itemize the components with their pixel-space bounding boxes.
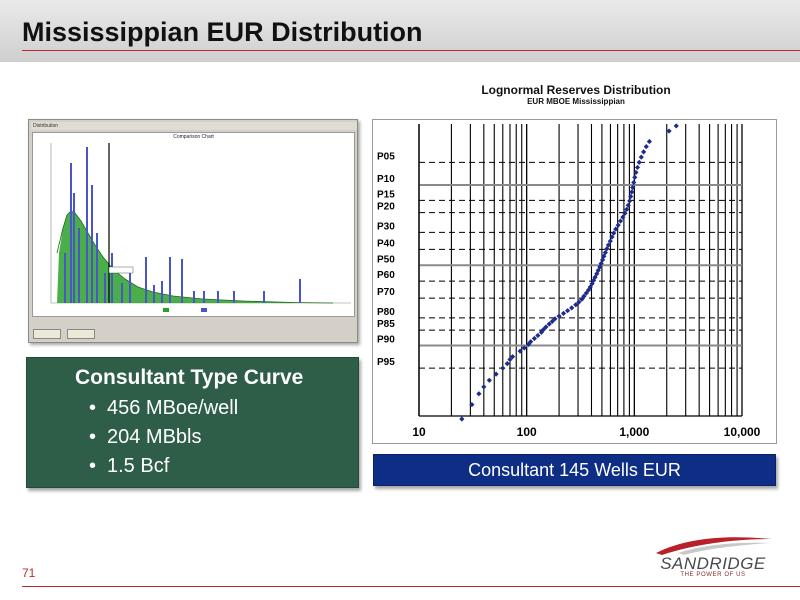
- data-point: [634, 164, 641, 171]
- y-tick-label: P10: [377, 174, 395, 185]
- data-point: [469, 401, 475, 408]
- data-point: [607, 238, 613, 244]
- list-item-text: 456 MBoe/well: [107, 397, 239, 419]
- list-item-text: 1.5 Bcf: [107, 455, 170, 477]
- data-point: [630, 184, 636, 191]
- data-point: [605, 242, 612, 248]
- data-point: [481, 384, 487, 390]
- thumbnail-buttons: [33, 326, 101, 344]
- data-point: [636, 159, 642, 165]
- data-point: [459, 416, 465, 422]
- data-point: [611, 230, 617, 236]
- type-curve-list: • 456 MBoe/well • 204 MBbls • 1.5 Bcf: [89, 394, 238, 481]
- data-point: [581, 293, 587, 299]
- data-point: [641, 149, 647, 155]
- bullet-icon: •: [89, 455, 97, 477]
- footer-divider: [22, 586, 800, 587]
- bullet-icon: •: [89, 397, 97, 419]
- type-curve-summary: Consultant Type Curve • 456 MBoe/well • 20…: [26, 357, 359, 488]
- chart-subtitle: EUR MBOE Mississippian: [527, 97, 625, 106]
- data-point: [646, 138, 652, 145]
- data-point: [673, 123, 679, 129]
- window-title: Distribution: [31, 122, 357, 130]
- chart-caption: Consultant 145 Wells EUR: [373, 454, 776, 486]
- list-item: • 1.5 Bcf: [89, 452, 238, 481]
- data-point: [631, 179, 637, 186]
- y-tick-label: P60: [377, 270, 395, 281]
- data-point: [535, 332, 541, 339]
- logo-wordmark: SANDRIDGE: [660, 554, 766, 573]
- data-point: [599, 257, 606, 263]
- data-point: [531, 335, 538, 342]
- data-point: [500, 365, 506, 371]
- data-point: [632, 174, 638, 180]
- data-point: [609, 234, 615, 240]
- comparison-chart-plot: Comparison Chart: [32, 132, 355, 317]
- comparison-chart-screenshot: Distribution Comparison Chart: [28, 119, 358, 343]
- title-bar: Mississippian EUR Distribution: [0, 0, 800, 62]
- list-item: • 456 MBoe/well: [89, 394, 238, 423]
- y-tick-label: P30: [377, 221, 395, 232]
- data-point: [543, 324, 549, 330]
- histogram-graphic: [50, 143, 351, 312]
- data-point: [576, 299, 582, 305]
- data-point: [643, 144, 649, 150]
- y-tick-label: P20: [377, 202, 395, 213]
- page-title: Mississippian EUR Distribution: [22, 17, 423, 47]
- title-divider: [22, 50, 800, 51]
- x-tick-label: 10,000: [724, 425, 761, 439]
- data-point: [633, 169, 639, 176]
- x-tick-label: 10: [412, 425, 426, 439]
- thumbnail-button-right: [67, 329, 95, 339]
- y-tick-label: P70: [377, 287, 395, 298]
- data-point: [613, 226, 619, 232]
- comparison-chart-title: Comparison Chart: [173, 134, 214, 140]
- list-item-text: 204 MBbls: [107, 426, 202, 448]
- x-tick-label: 1,000: [619, 425, 649, 439]
- data-point: [620, 214, 626, 220]
- logo-tagline: THE POWER OF US: [680, 572, 746, 578]
- type-curve-heading: Consultant Type Curve: [75, 366, 304, 389]
- data-point: [666, 128, 672, 134]
- data-point: [629, 189, 635, 195]
- y-tick-label: P85: [377, 319, 395, 330]
- data-point: [627, 198, 633, 204]
- y-tick-label: P50: [377, 254, 395, 265]
- data-point: [638, 154, 644, 160]
- data-point: [476, 391, 482, 397]
- sandridge-logo: SANDRIDGE THE POWER OF US: [648, 533, 778, 581]
- data-point: [617, 218, 624, 224]
- data-point: [565, 308, 571, 314]
- thumbnail-button-left: [33, 329, 61, 339]
- y-tick-label: P15: [377, 189, 395, 200]
- data-point: [493, 371, 499, 377]
- page-number: 71: [22, 566, 36, 580]
- data-point: [628, 193, 634, 200]
- list-item: • 204 MBbls: [89, 423, 238, 452]
- y-tick-label: P90: [377, 334, 395, 345]
- y-tick-label: P80: [377, 307, 395, 318]
- bullet-icon: •: [89, 426, 97, 448]
- lognormal-chart: P05 P10 P15 P20 P30 P40 P50 P60 P70 P80 P85 P90 P95 1…: [372, 119, 777, 444]
- data-point: [615, 222, 621, 228]
- data-point: [560, 310, 567, 316]
- data-point: [569, 305, 575, 311]
- x-tick-label: 100: [517, 425, 537, 439]
- logo-swoosh-icon: [656, 537, 772, 555]
- data-point: [504, 361, 510, 367]
- y-tick-label: P95: [377, 357, 395, 368]
- data-point: [625, 202, 631, 208]
- data-point: [486, 377, 492, 383]
- y-tick-label: P40: [377, 238, 395, 249]
- chart-title: Lognormal Reserves Distribution: [481, 83, 671, 97]
- y-tick-label: P05: [377, 151, 395, 162]
- data-point: [507, 356, 513, 363]
